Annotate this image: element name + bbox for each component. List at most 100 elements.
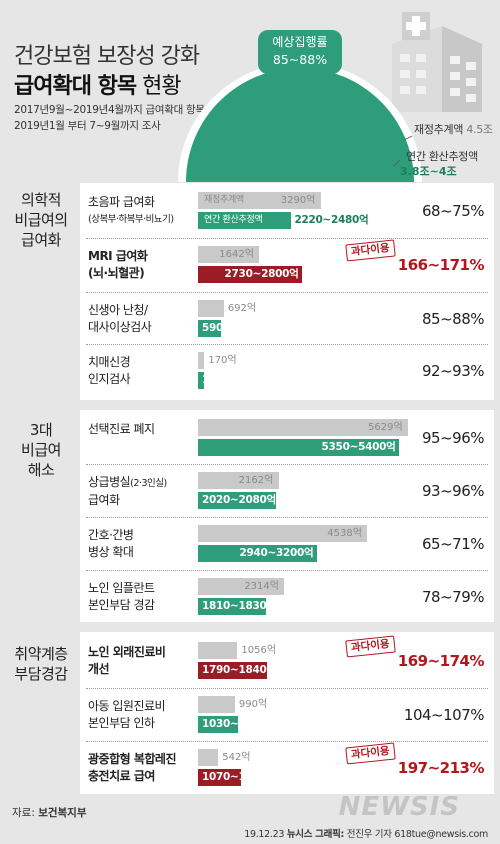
item-label: MRI 급여화 (뇌·뇌혈관)	[88, 248, 148, 282]
annual-value: 1790~1840억	[202, 664, 276, 676]
item-label-line1: 신생아 난청/	[88, 303, 148, 317]
chart-row-9: 아동 입원진료비 본인부담 인하 990억 1030~1060억 104~107%	[80, 688, 494, 742]
annual-value: 2220~2480억	[294, 214, 369, 226]
item-label-line2: 병상 확대	[88, 545, 134, 559]
title-line-2: 급여확대 항목 현황	[14, 68, 182, 100]
execution-rate: 65~71%	[422, 535, 485, 553]
chart-row-5: 상급병실(2·3인실) 급여화 2162억 2020~2080억 93~96%	[80, 464, 494, 518]
item-label: 상급병실(2·3인실) 급여화	[88, 474, 167, 509]
estimate-bar	[198, 192, 321, 209]
annual-value: 5350~5400억	[321, 441, 396, 453]
title-line-1: 건강보험 보장성 강화	[14, 44, 200, 69]
annual-bar	[198, 492, 276, 509]
estimate-bar	[198, 525, 368, 542]
title-highlight: 급여확대 항목	[14, 74, 137, 99]
annual-value: 2020~2080억	[202, 494, 276, 506]
estimate-value: 2314억	[244, 581, 279, 592]
credit-graphic-label: 뉴시스 그래픽:	[286, 829, 345, 840]
item-label-line1: 선택진료 폐지	[88, 422, 155, 436]
estimate-bar	[198, 696, 235, 713]
execution-rate: 104~107%	[403, 706, 485, 724]
estimate-value: 1056억	[241, 645, 277, 656]
annual-value: 590~610억	[202, 322, 262, 334]
annual-inner-label: 연간 환산추정액	[204, 215, 263, 225]
item-label-note: (2·3인실)	[130, 478, 167, 489]
bubble-tail	[294, 74, 308, 83]
chart-row-0: 초음파 급여화 (상복부·하복부·비뇨기) 3290억 2220~2480억 재정추계액…	[80, 186, 494, 238]
annual-value: 2730~2800억	[224, 268, 299, 280]
chart-row-4: 선택진료 폐지 5629억 5350~5400억 95~96%	[80, 413, 494, 465]
estimate-bar	[198, 472, 279, 489]
annual-bar	[198, 769, 242, 786]
execution-rate-bubble: 예상집행률 85~88%	[258, 30, 342, 74]
section-label-2: 취약계층 부담경감	[14, 645, 68, 683]
estimate-value: 3290억	[280, 195, 316, 206]
estimate-value: 542억	[222, 752, 251, 763]
item-label: 치매신경 인지검사	[88, 354, 131, 388]
item-label-line2: 본인부담 경감	[88, 598, 155, 612]
execution-rate: 68~75%	[422, 202, 485, 220]
annual-bar	[198, 545, 318, 562]
execution-rate: 78~79%	[422, 588, 485, 606]
row-separator	[86, 570, 488, 571]
item-label-line2: 대사이상검사	[88, 320, 152, 334]
estimate-bar	[198, 578, 285, 595]
legend-annual-label: 연간 환산추정액	[406, 150, 478, 163]
title-rest: 현황	[136, 74, 182, 99]
row-separator	[86, 344, 488, 345]
row-separator	[86, 292, 488, 293]
annual-value: 1070~1160억	[202, 771, 276, 783]
execution-rate: 85~88%	[422, 310, 485, 328]
annual-value: 2940~3200억	[239, 547, 314, 559]
subtitle-2: 2019년1월 부터 7~9월까지 조사	[14, 120, 161, 132]
item-label-line2: 인지검사	[88, 372, 131, 386]
chart-row-8: 노인 외래진료비 개선 1056억 1790~1840억 과다이용 169~174%	[80, 635, 494, 688]
execution-rate: 95~96%	[422, 429, 485, 447]
credit: 19.12.23 뉴시스 그래픽: 전진우 기자 618tue@newsis.c…	[244, 826, 488, 840]
annual-bar	[198, 266, 303, 283]
estimate-bar	[198, 749, 219, 766]
overuse-tag: 과다이용	[345, 239, 396, 262]
annual-value: 150~160억	[202, 374, 262, 386]
overuse-tag: 과다이용	[345, 635, 396, 658]
annual-bar	[198, 598, 267, 615]
section-label-1: 3대 비급여 해소	[21, 421, 61, 479]
item-label: 신생아 난청/대사이상검사	[88, 302, 152, 336]
execution-rate: 197~213%	[397, 759, 485, 777]
item-label-line1: 노인 외래진료비	[88, 645, 166, 659]
hospital-building-icon	[392, 12, 482, 112]
item-label-line1: 간호·간병	[88, 528, 134, 542]
legend-finance-label: 재정추계액	[414, 123, 464, 136]
estimate-value: 1642억	[219, 249, 254, 260]
estimate-value: 170억	[208, 355, 237, 366]
annual-bar	[198, 716, 238, 733]
newsis-watermark: NEWSIS	[338, 792, 460, 822]
chart-row-3: 치매신경 인지검사 170억 150~160억 92~93%	[80, 344, 494, 398]
row-separator	[86, 464, 488, 465]
estimate-value: 4538억	[327, 528, 362, 539]
item-label-line1: 아동 입원진료비	[88, 699, 166, 713]
item-label-line1: 노인 임플란트	[88, 581, 155, 595]
estimate-inner-label: 재정추계액	[204, 195, 244, 205]
budget-semicircle	[178, 62, 422, 182]
execution-rate: 166~171%	[397, 256, 485, 274]
annual-value: 1810~1830억	[202, 600, 276, 612]
annual-bar	[198, 320, 221, 337]
item-label-line2: 개선	[88, 662, 110, 676]
item-label-line1: 광중합형 복합레진	[88, 752, 177, 766]
estimate-value: 692억	[227, 303, 257, 314]
item-label-line2: 본인부담 인하	[88, 716, 155, 730]
chart-row-1: MRI 급여화 (뇌·뇌혈관) 1642억 2730~2800억 과다이용 166~171…	[80, 238, 494, 292]
item-label: 초음파 급여화 (상복부·하복부·비뇨기)	[88, 194, 174, 228]
estimate-bar	[198, 352, 205, 369]
source-label: 자료:	[12, 807, 39, 819]
item-label-line2: 충전치료 급여	[88, 769, 155, 783]
overuse-tag: 과다이용	[345, 742, 396, 765]
subtitle-1: 2017년9월~2019년4월까지 급여확대 항목 대상	[14, 104, 227, 116]
